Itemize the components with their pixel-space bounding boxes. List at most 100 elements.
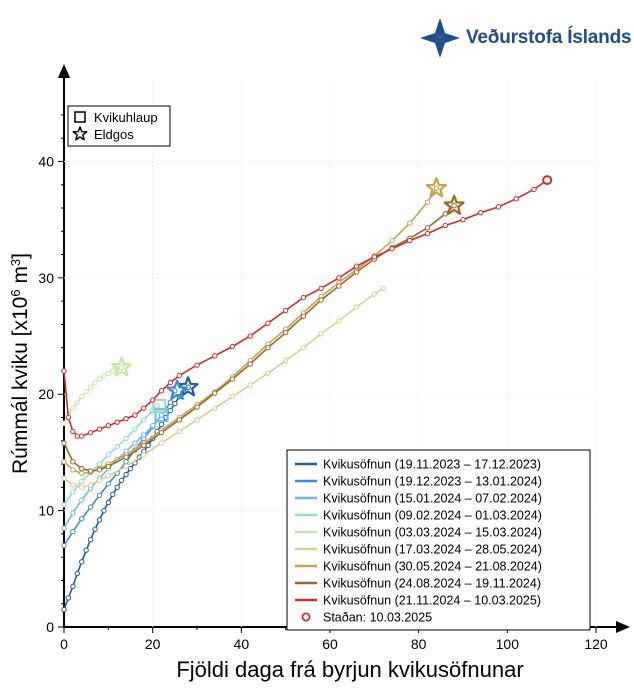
data-point <box>336 283 342 289</box>
data-point <box>105 463 112 470</box>
data-point <box>433 185 440 191</box>
data-point <box>212 405 218 411</box>
data-point <box>123 415 129 422</box>
logo-cross-icon <box>420 18 460 58</box>
data-point <box>127 466 134 472</box>
data-point <box>318 297 324 303</box>
data-point <box>79 559 85 565</box>
data-point <box>61 440 67 446</box>
data-point <box>318 285 324 292</box>
y-tick-label: 10 <box>38 503 54 519</box>
eruption-star-marker <box>443 194 465 215</box>
data-point <box>478 209 484 216</box>
series-8 <box>61 194 465 474</box>
data-point <box>70 583 76 589</box>
data-point <box>114 419 120 425</box>
data-point <box>513 196 519 202</box>
data-point <box>96 376 103 382</box>
y-tick-label: 0 <box>46 619 54 635</box>
series-layer <box>61 175 553 613</box>
axes: 0 20 40 60 80 100 120 0 10 20 30 40 Fjöldi daga frá … <box>8 64 630 682</box>
data-point <box>380 285 386 292</box>
current-status-marker <box>542 175 553 186</box>
data-point <box>79 497 85 503</box>
series-line <box>63 205 455 472</box>
data-point <box>74 570 81 577</box>
data-point <box>172 400 178 407</box>
data-point <box>123 459 129 465</box>
y-axis-arrow <box>58 64 70 78</box>
data-point <box>158 388 165 394</box>
series-7 <box>61 177 447 477</box>
data-point <box>229 393 236 400</box>
data-point <box>87 537 94 543</box>
data-point <box>176 417 182 423</box>
x-axis-arrow <box>616 621 630 633</box>
data-point <box>300 344 307 351</box>
data-point <box>132 426 138 432</box>
data-point <box>105 452 112 458</box>
data-point <box>132 440 138 446</box>
data-point <box>141 405 147 411</box>
data-point <box>158 429 165 436</box>
data-point <box>96 467 103 473</box>
series-legend: Kvikusöfnun (19.11.2023 – 17.12.2023) Kvi… <box>286 449 591 631</box>
data-point <box>451 202 457 209</box>
data-point <box>61 502 67 508</box>
data-point <box>123 463 129 470</box>
legend-entry: Kvikusöfnun (03.03.2024 – 15.03.2024) <box>323 526 542 540</box>
data-point <box>101 507 107 514</box>
data-point <box>154 403 160 409</box>
data-point <box>61 606 67 613</box>
data-point <box>442 211 448 217</box>
marker-legend: Kvikuhlaup Eldgos <box>67 105 171 147</box>
data-point <box>79 466 85 472</box>
x-tick-label: 60 <box>322 636 338 652</box>
data-point <box>70 482 76 488</box>
data-point <box>212 353 218 359</box>
data-point <box>79 393 85 400</box>
data-point <box>65 595 72 601</box>
data-point <box>495 204 502 210</box>
legend-entry: Kvikusöfnun (09.02.2024 – 01.03.2024) <box>323 509 542 523</box>
legend-current-icon <box>301 612 311 622</box>
data-point <box>92 526 98 532</box>
legend-entry: Kvikusöfnun (30.05.2024 – 21.08.2024) <box>323 560 542 574</box>
data-point <box>407 237 413 244</box>
data-point <box>531 186 537 193</box>
data-point <box>70 459 76 465</box>
data-point <box>92 379 98 386</box>
square-legend-icon <box>74 111 86 123</box>
data-point <box>424 230 431 237</box>
data-point <box>79 478 85 485</box>
data-point <box>79 470 85 477</box>
y-tick-label: 30 <box>38 270 54 286</box>
data-point <box>132 412 138 418</box>
data-point <box>96 477 103 484</box>
data-point <box>118 364 125 371</box>
x-tick-label: 40 <box>234 636 250 652</box>
y-tick-label: 40 <box>38 153 54 169</box>
data-point <box>265 320 271 326</box>
data-point <box>389 246 395 252</box>
data-point <box>407 220 413 226</box>
data-point <box>460 216 466 223</box>
series-2 <box>61 379 188 549</box>
data-point <box>141 452 147 458</box>
series-line <box>63 187 438 475</box>
data-point <box>371 291 378 297</box>
data-point <box>424 225 431 231</box>
y-tick-label: 20 <box>38 386 54 402</box>
data-point <box>336 275 342 281</box>
data-point <box>96 492 103 499</box>
data-point <box>158 412 165 418</box>
data-point <box>247 333 253 339</box>
series-line <box>63 366 122 424</box>
data-point <box>194 417 200 423</box>
data-point <box>87 429 94 436</box>
vedurstofa-logo: Veðurstofa Íslands <box>420 14 632 62</box>
legend-entry: Kvikusöfnun (24.08.2024 – 19.11.2024) <box>323 577 541 591</box>
series-legend-box <box>286 449 591 631</box>
data-point <box>300 294 307 301</box>
